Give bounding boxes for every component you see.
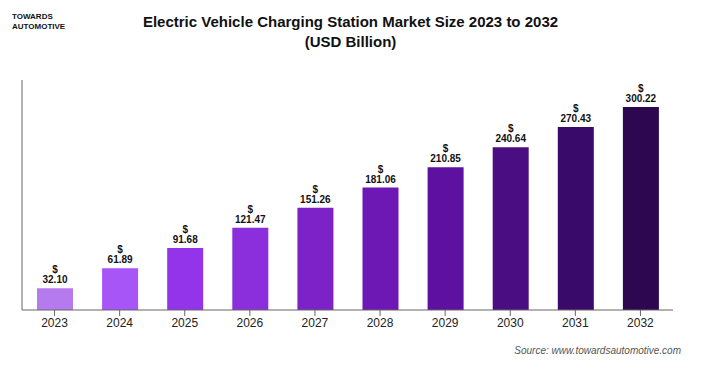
- svg-text:2028: 2028: [367, 316, 394, 330]
- html-text:(USD Billion): (USD Billion): [304, 33, 397, 50]
- svg-text:2030: 2030: [497, 316, 524, 330]
- html-text:Source: www.towardsautomotive.: Source: www.towardsautomotive.com: [514, 345, 681, 356]
- html-text:Electric Vehicle Charging Stat: Electric Vehicle Charging Station Market…: [142, 13, 559, 30]
- svg-text:$181.06: $181.06: [365, 164, 396, 185]
- svg-text:2025: 2025: [171, 316, 198, 330]
- svg-text:$240.64: $240.64: [495, 123, 526, 144]
- svg-text:$32.10: $32.10: [42, 264, 67, 285]
- svg-text:2023: 2023: [41, 316, 68, 330]
- svg-text:2024: 2024: [106, 316, 133, 330]
- svg-text:2032: 2032: [627, 316, 654, 330]
- svg-text:$121.47: $121.47: [235, 204, 266, 225]
- svg-text:2026: 2026: [236, 316, 263, 330]
- html-text:AUTOMOTIVE: AUTOMOTIVE: [12, 22, 66, 32]
- svg-text:$300.22: $300.22: [626, 83, 657, 104]
- svg-text:$91.68: $91.68: [173, 224, 198, 245]
- svg-text:$270.43: $270.43: [561, 103, 592, 124]
- svg-text:$210.85: $210.85: [430, 143, 461, 164]
- svg-text:2031: 2031: [562, 316, 589, 330]
- svg-text:$61.89: $61.89: [108, 244, 133, 265]
- svg-text:2027: 2027: [302, 316, 329, 330]
- svg-text:$151.26: $151.26: [300, 184, 331, 205]
- html-text:TOWARDS: TOWARDS: [12, 12, 53, 21]
- svg-text:2029: 2029: [432, 316, 459, 330]
